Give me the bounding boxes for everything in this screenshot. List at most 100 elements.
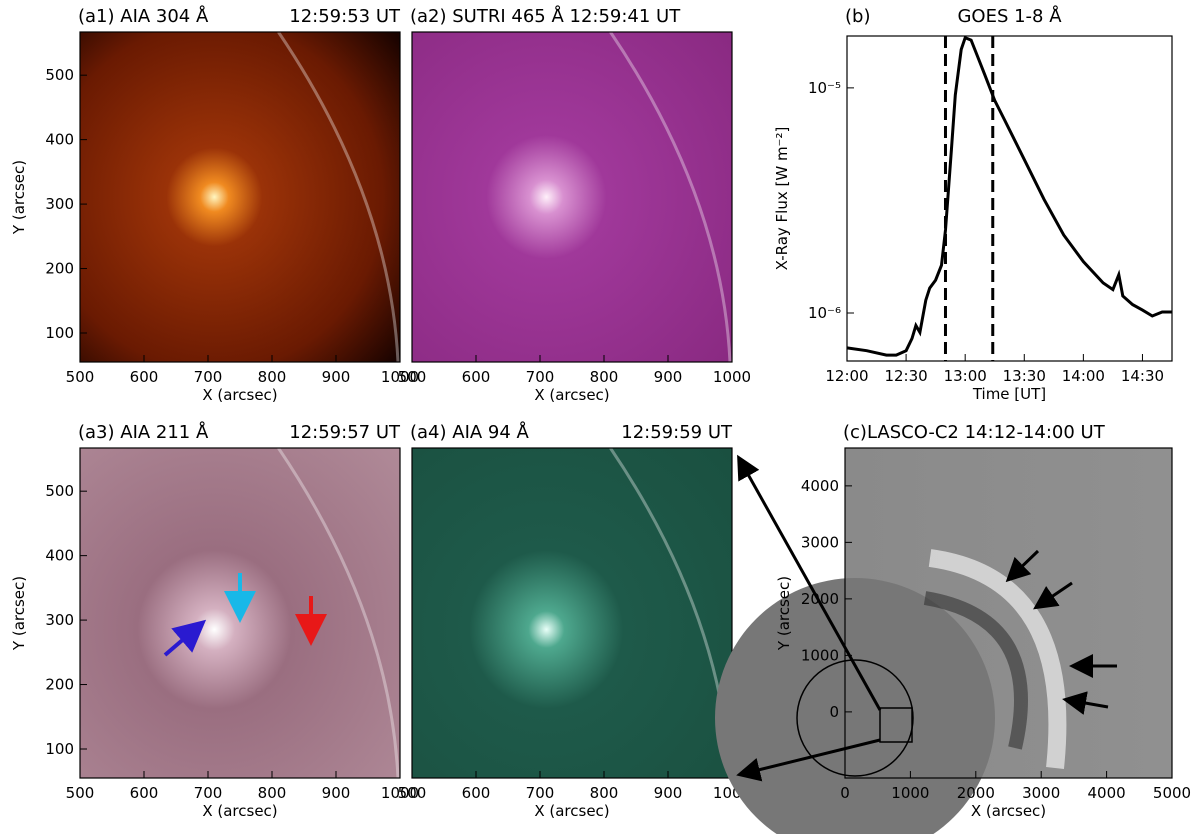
frame <box>79 447 401 779</box>
x-tick-label: 700 <box>194 368 223 386</box>
x-tick-label: 14:00 <box>1062 367 1105 385</box>
flux-line <box>846 35 1172 357</box>
panel-time: 12:59:57 UT <box>289 422 401 443</box>
x-tick-label: 700 <box>194 784 223 802</box>
y-tick-label: 100 <box>45 324 74 342</box>
x-axis-label: X (arcsec) <box>202 802 277 820</box>
x-axis-label: X (arcsec) <box>202 386 277 404</box>
y-tick-label: 2000 <box>801 590 839 608</box>
image <box>80 32 400 362</box>
x-tick-label: 500 <box>398 368 427 386</box>
image <box>412 32 732 362</box>
cme-dark <box>923 591 1028 750</box>
x-tick-label: 3000 <box>1022 784 1060 802</box>
x-tick-label: 1000 <box>381 368 419 386</box>
y-tick-label: 300 <box>45 195 74 213</box>
x-tick-label: 1000 <box>713 368 751 386</box>
frame <box>79 31 401 363</box>
x-tick-label: 800 <box>590 368 619 386</box>
x-axis-label: Time [UT] <box>972 385 1046 403</box>
panel: 0 1000 2000 3000 4000 5000 0 1000 2000 3000 4000 X … <box>715 422 1191 838</box>
occulter <box>715 578 995 838</box>
y-tick-label: 400 <box>45 547 74 565</box>
panel: 12:00 12:30 13:00 13:30 14:00 14:30 10⁻⁶ 10⁻⁵ Ti… <box>773 5 1173 403</box>
x-axis-label: X (arcsec) <box>534 386 609 404</box>
x-tick-label: 600 <box>462 784 491 802</box>
x-tick-label: 13:00 <box>944 367 987 385</box>
x-tick-label: 500 <box>66 784 95 802</box>
x-tick-label: 5000 <box>1153 784 1191 802</box>
x-tick-label: 800 <box>258 368 287 386</box>
limb <box>609 31 732 363</box>
arrow <box>163 619 207 657</box>
limb <box>277 447 400 779</box>
x-tick-label: 800 <box>258 784 287 802</box>
x-tick-label: 900 <box>322 784 351 802</box>
limb <box>277 31 400 363</box>
fov-box <box>879 707 913 743</box>
y-tick-label: 3000 <box>801 533 839 551</box>
panel-time: 12:59:59 UT <box>621 422 733 443</box>
panel: 500 600 700 800 900 1000 100 200 300 400 500 X (arc… <box>10 5 419 404</box>
x-tick-label: 0 <box>840 784 850 802</box>
y-tick-label: 100 <box>45 740 74 758</box>
plot-area <box>847 36 1172 361</box>
x-tick-label: 600 <box>130 368 159 386</box>
x-tick-label: 600 <box>130 784 159 802</box>
x-tick-label: 700 <box>526 368 555 386</box>
solar-limb <box>796 659 914 777</box>
arrow <box>1033 581 1073 610</box>
panel-title: (a1) AIA 304 Å <box>78 5 209 27</box>
x-tick-label: 12:00 <box>825 367 868 385</box>
x-tick-label: 1000 <box>891 784 929 802</box>
y-tick-label: 4000 <box>801 477 839 495</box>
y-tick-label: 0 <box>829 703 839 721</box>
y-tick-label: 200 <box>45 676 74 694</box>
x-tick-label: 13:30 <box>1003 367 1046 385</box>
y-tick-label: 10⁻⁵ <box>808 79 841 97</box>
x-axis-label: X (arcsec) <box>534 802 609 820</box>
x-tick-label: 800 <box>590 784 619 802</box>
x-tick-label: 14:30 <box>1121 367 1164 385</box>
arrow <box>1062 691 1109 715</box>
x-tick-label: 500 <box>398 784 427 802</box>
y-tick-label: 200 <box>45 260 74 278</box>
image <box>412 448 732 778</box>
y-axis-label: Y (arcsec) <box>10 576 28 651</box>
cme-front <box>928 549 1067 769</box>
panel: 500 600 700 800 900 1000 X (arcsec) (a2) SUTRI … <box>398 5 751 404</box>
y-axis-label: X-Ray Flux [W m⁻²] <box>773 127 791 271</box>
x-axis-label: X (arcsec) <box>971 802 1046 820</box>
frame <box>411 31 733 363</box>
x-tick-label: 900 <box>322 368 351 386</box>
panel-title: (a2) SUTRI 465 Å 12:59:41 UT <box>410 5 681 27</box>
panel-time: 12:59:53 UT <box>289 6 401 27</box>
y-tick-label: 500 <box>45 66 74 84</box>
chart-title: GOES 1-8 Å <box>957 5 1062 27</box>
x-tick-label: 900 <box>654 368 683 386</box>
y-tick-label: 400 <box>45 131 74 149</box>
x-tick-label: 2000 <box>957 784 995 802</box>
x-tick-label: 1000 <box>381 784 419 802</box>
y-tick-label: 300 <box>45 611 74 629</box>
x-tick-label: 12:30 <box>884 367 927 385</box>
y-tick-label: 10⁻⁶ <box>808 304 841 322</box>
frame <box>844 447 1173 779</box>
connector-arrow <box>737 454 882 711</box>
arrow <box>1005 549 1040 583</box>
panel-title: (c)LASCO-C2 14:12-14:00 UT <box>843 422 1106 443</box>
frame <box>411 447 733 779</box>
x-tick-label: 4000 <box>1088 784 1126 802</box>
frame <box>846 35 1173 362</box>
y-axis-label: Y (arcsec) <box>775 576 793 651</box>
connector-arrow <box>736 738 881 782</box>
y-tick-label: 1000 <box>801 646 839 664</box>
y-tick-label: 500 <box>45 482 74 500</box>
x-tick-label: 600 <box>462 368 491 386</box>
annotations <box>163 454 1117 782</box>
y-axis-label: Y (arcsec) <box>10 160 28 235</box>
panel-title: (a3) AIA 211 Å <box>78 421 209 443</box>
